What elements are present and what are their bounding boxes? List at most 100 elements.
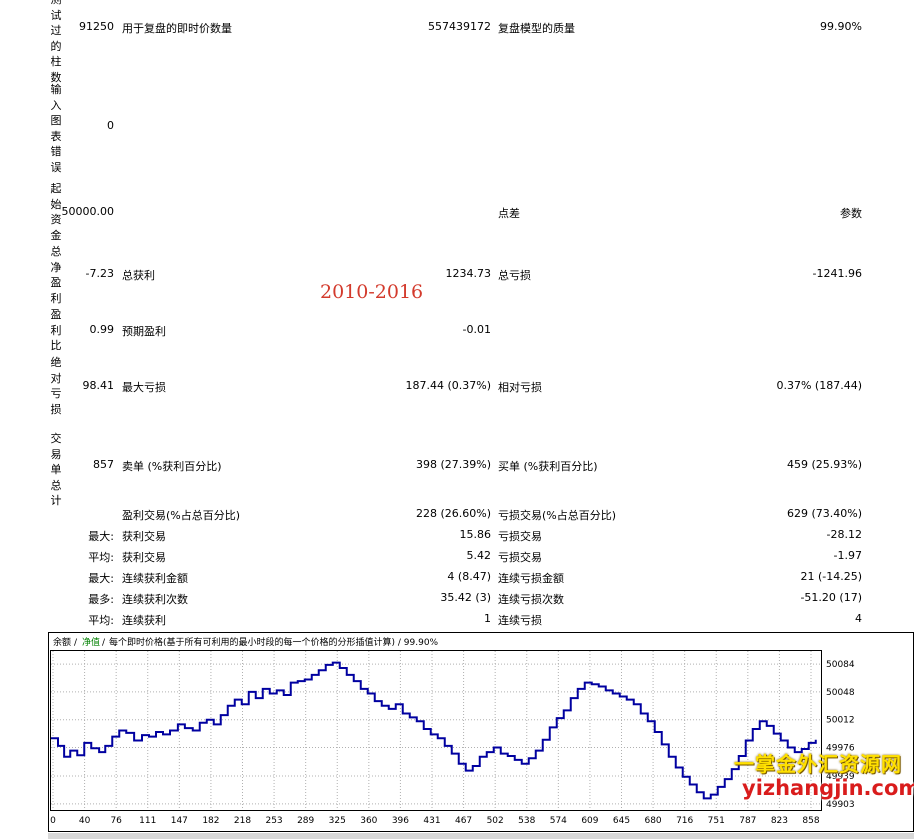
value-largest-profit: 15.86 (459, 528, 492, 541)
label-max-consecutive-losses: 连续亏损金额 (498, 572, 564, 585)
value-maximal-drawdown: 187.44 (0.37%) (405, 379, 491, 392)
value-max-consecutive-wins: 4 (8.47) (447, 570, 491, 583)
bottom-scrollbar[interactable] (48, 833, 914, 839)
prefix-average: 平均: (88, 551, 114, 564)
x-tick-label: 76 (110, 816, 122, 826)
brand-watermark-cn: 一掌金外汇资源网 (734, 752, 902, 776)
label-long-positions: 买单 (%获利百分比) (498, 460, 598, 473)
label-average-profit: 获利交易 (122, 551, 166, 564)
label-mismatched-errors: 输入图表错误 (50, 83, 62, 174)
value-bars-tested: 91250 (79, 20, 114, 33)
x-tick-label: 218 (234, 816, 251, 826)
y-tick-label: 50084 (826, 660, 855, 670)
x-tick-label: 182 (202, 816, 219, 826)
label-largest-profit: 获利交易 (122, 530, 166, 543)
x-tick-label: 502 (487, 816, 504, 826)
prefix-largest: 最大: (88, 530, 114, 543)
label-short-positions: 卖单 (%获利百分比) (122, 460, 222, 473)
label-gross-profit: 总获利 (122, 269, 155, 282)
y-tick-label: 49939 (826, 772, 855, 782)
value-modelling-quality: 99.90% (820, 20, 862, 33)
brand-watermark-url: yizhangjin.com (742, 776, 914, 800)
x-tick-label: 858 (802, 816, 819, 826)
legend-sep1: / (74, 638, 78, 648)
x-tick-label: 823 (771, 816, 788, 826)
label-spread: 点差 (498, 207, 520, 220)
label-maximal-drawdown: 最大亏损 (122, 381, 166, 394)
value-absolute-drawdown: 98.41 (82, 379, 115, 392)
value-ticks-modelled: 557439172 (428, 20, 491, 33)
label-ticks-modelled: 用于复盘的即时价数量 (122, 22, 232, 35)
x-tick-label: 787 (739, 816, 756, 826)
label-maximal-consecutive-profit: 连续获利次数 (122, 593, 188, 606)
label-profit-factor: 盈利比 (50, 308, 62, 352)
label-gross-loss: 总亏损 (498, 269, 531, 282)
balance-chart: 余额 / 净值 / 每个即时价格(基于所有可利用的最小时段的每一个价格的分形插值… (48, 632, 914, 832)
label-average-consecutive-wins: 连续获利 (122, 614, 166, 627)
x-tick-label: 360 (360, 816, 377, 826)
value-gross-loss: -1241.96 (812, 267, 862, 280)
x-tick-label: 609 (581, 816, 598, 826)
value-average-consecutive-wins: 1 (484, 612, 491, 625)
label-expected-payoff: 预期盈利 (122, 325, 166, 338)
legend-equity: 净值 (82, 636, 100, 648)
label-relative-drawdown: 相对亏损 (498, 381, 542, 394)
value-maximal-consecutive-profit: 35.42 (3) (440, 591, 491, 604)
value-relative-drawdown: 0.37% (187.44) (776, 379, 862, 392)
prefix-maximal-consecutive: 最多: (88, 593, 114, 606)
plot-area (50, 650, 822, 811)
label-modelling-quality: 复盘模型的质量 (498, 22, 575, 35)
label-profit-trades: 盈利交易(%占总百分比) (122, 509, 241, 522)
label-total-trades: 交易单总计 (50, 432, 62, 507)
label-loss-trades: 亏损交易(%占总百分比) (498, 509, 617, 522)
legend-description: 每个即时价格(基于所有可利用的最小时段的每一个价格的分形插值计算) / 99.9… (109, 636, 439, 648)
y-tick-label: 50048 (826, 688, 855, 698)
y-tick-label: 49903 (826, 800, 855, 810)
y-tick-label: 49976 (826, 743, 855, 753)
label-average-loss: 亏损交易 (498, 551, 542, 564)
value-max-consecutive-losses: 21 (-14.25) (800, 570, 862, 583)
value-largest-loss: -28.12 (826, 528, 862, 541)
value-average-loss: -1.97 (833, 549, 862, 562)
legend-balance: 余额 (53, 636, 71, 648)
label-max-consecutive-wins: 连续获利金额 (122, 572, 188, 585)
period-watermark: 2010-2016 (320, 281, 424, 303)
x-tick-label: 431 (423, 816, 440, 826)
x-tick-label: 396 (392, 816, 409, 826)
value-average-consecutive-losses: 4 (855, 612, 862, 625)
x-tick-label: 289 (297, 816, 314, 826)
prefix-max-consecutive: 最大: (88, 572, 114, 585)
x-tick-label: 645 (613, 816, 630, 826)
value-expected-payoff: -0.01 (462, 323, 491, 336)
x-tick-label: 325 (329, 816, 346, 826)
prefix-average-consecutive: 平均: (88, 614, 114, 627)
value-short-positions: 398 (27.39%) (415, 458, 491, 471)
label-maximal-consecutive-loss: 连续亏损次数 (498, 593, 564, 606)
value-maximal-consecutive-loss: -51.20 (17) (800, 591, 862, 604)
value-total-trades: 857 (93, 458, 114, 471)
value-initial-deposit: 50000.00 (61, 205, 115, 218)
label-total-net-profit: 总净盈利 (50, 245, 62, 305)
y-tick-label: 50012 (826, 716, 855, 726)
x-tick-label: 253 (265, 816, 282, 826)
value-total-net-profit: -7.23 (85, 267, 114, 280)
x-tick-label: 716 (676, 816, 693, 826)
x-tick-label: 751 (708, 816, 725, 826)
x-tick-label: 538 (518, 816, 535, 826)
label-largest-loss: 亏损交易 (498, 530, 542, 543)
x-tick-label: 467 (455, 816, 472, 826)
value-profit-factor: 0.99 (89, 323, 115, 336)
legend-sep2: / (102, 638, 106, 648)
value-gross-profit: 1234.73 (445, 267, 492, 280)
x-tick-label: 147 (171, 816, 188, 826)
x-tick-label: 40 (79, 816, 91, 826)
x-tick-label: 574 (550, 816, 567, 826)
value-loss-trades: 629 (73.40%) (786, 507, 862, 520)
value-spread: 参数 (840, 207, 862, 220)
label-absolute-drawdown: 绝对亏损 (50, 356, 62, 416)
value-mismatched-errors: 0 (107, 119, 114, 132)
label-initial-deposit: 起始资金 (50, 182, 62, 242)
label-bars-tested: 测试过的柱数 (50, 0, 62, 84)
value-long-positions: 459 (25.93%) (786, 458, 862, 471)
value-profit-trades: 228 (26.60%) (415, 507, 491, 520)
